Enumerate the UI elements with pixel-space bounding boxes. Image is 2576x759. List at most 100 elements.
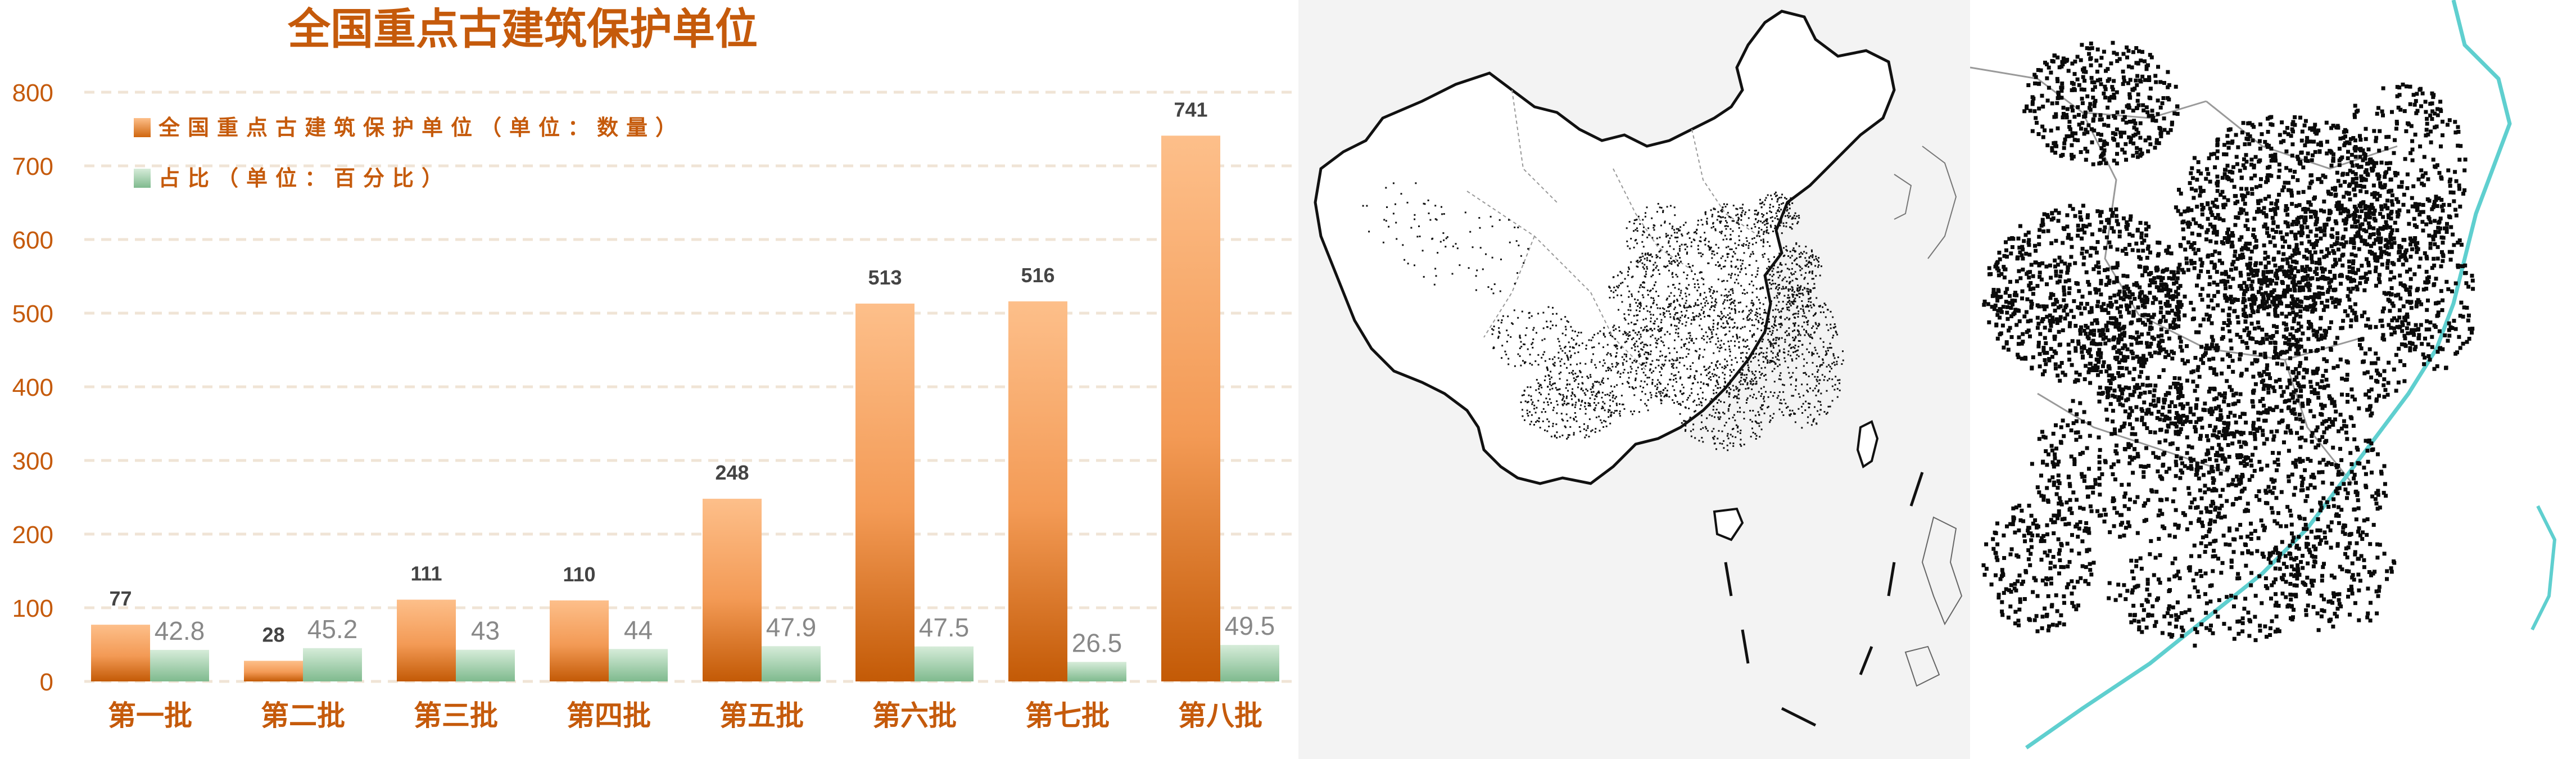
site-dot [1780,317,1782,319]
site-dot [1636,340,1638,342]
site-dot [1646,236,1649,238]
site-dot [1825,354,1827,356]
site-dot [1737,431,1739,433]
site-dot [1756,235,1758,237]
site-dot [1726,299,1728,301]
site-dot [1673,379,1674,381]
site-dot [2131,153,2135,158]
site-dot [2082,115,2086,119]
site-dot [2280,188,2285,193]
site-dot [1531,421,1532,423]
site-dot [1713,438,1715,440]
site-dot [1806,290,1808,292]
site-dot [1694,374,1696,377]
site-dot [2077,289,2081,293]
site-dot [1657,203,1659,205]
site-dot [2055,76,2059,81]
site-dot [1737,274,1739,277]
site-dot [1740,430,1742,432]
site-dot [1733,220,1735,222]
site-dot [2215,149,2220,153]
site-dot [2215,183,2220,188]
site-dot [2345,275,2349,279]
site-dot [1674,232,1676,234]
site-dot [1654,328,1655,330]
site-dot [1708,241,1710,243]
site-dot [1589,405,1591,407]
site-dot [1686,288,1688,290]
site-dot [2131,133,2136,138]
site-dot [1713,352,1715,354]
site-dot [2156,98,2160,103]
site-dot [2363,206,2367,211]
site-dot [1589,403,1591,405]
site-dot [1751,388,1753,390]
bar-chart-panel: 全国重点古建筑保护单位 0 100 200 300 400 500 600 700 800 77… [12,4,1293,732]
count-data-label: 111 [410,562,442,585]
site-dot [1682,401,1684,403]
site-dot [2328,209,2331,213]
site-dot [2256,201,2261,205]
site-dot [1795,388,1797,391]
site-dot [1546,366,1548,368]
site-dot [1810,301,1812,303]
site-dot [1736,361,1738,363]
site-dot [2089,329,2093,333]
site-dot [1707,385,1709,387]
site-dot [1724,382,1726,383]
site-dot [1754,356,1756,358]
taiwan-coast [2530,505,2557,631]
site-dot [1660,374,1662,376]
site-dot [1640,399,1642,401]
site-dot [2199,202,2204,207]
site-dot [1611,363,1613,365]
site-dot [2084,332,2088,336]
site-dot [1656,386,1659,388]
site-dot [1669,262,1671,264]
site-dot [2110,214,2115,218]
site-dot [1805,252,1808,254]
site-dot [2053,309,2057,313]
site-dot [1604,362,1606,364]
site-dot [2267,143,2271,148]
site-dot [1392,213,1395,215]
site-dot [1771,325,1773,327]
site-dot [1562,397,1564,400]
site-dot [1801,289,1804,291]
site-dot [2102,143,2106,147]
site-dot [1810,255,1812,257]
site-dot [1657,379,1659,381]
count-data-label: 77 [109,587,132,610]
site-dot [1758,231,1760,233]
site-dot [1681,323,1683,325]
site-dot [1825,304,1827,306]
site-dot [1669,316,1672,318]
site-dot [2080,346,2084,350]
site-dot [1671,227,1673,229]
site-dot [1805,330,1807,332]
site-dot [1643,226,1645,228]
site-dot [1727,211,1729,214]
site-dot [2253,245,2258,250]
site-dot [1546,418,1549,421]
site-dot [1630,410,1632,413]
site-dot [2206,270,2210,274]
site-dot [1667,286,1669,288]
site-dot [1758,364,1760,367]
site-dot [2041,222,2045,227]
site-dot [1787,350,1790,353]
site-dot [1806,263,1808,265]
site-dot [2099,279,2103,283]
site-dot [2058,378,2062,383]
site-dot [2004,300,2008,304]
site-dot [1414,264,1415,266]
site-dot [1828,371,1831,373]
site-dot [1774,319,1776,322]
site-dot [2140,299,2144,304]
site-dot [1616,410,1618,412]
site-dot [1786,309,1789,311]
site-dot [2322,209,2326,214]
site-dot [1546,320,1548,323]
site-dot [1776,304,1778,306]
site-dot [1674,374,1677,376]
